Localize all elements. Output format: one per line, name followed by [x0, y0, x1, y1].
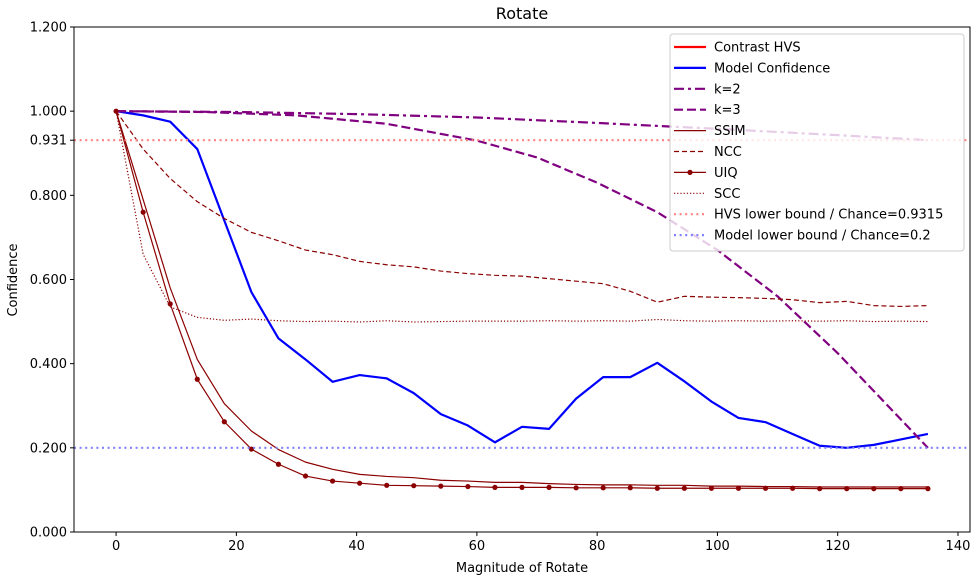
axes: 0 20 40 60 80 100 120 140 0.000 0.400 0.600 0.800 1.…: [30, 21, 971, 554]
data-point-uiq: [492, 484, 498, 490]
data-point-uiq: [140, 209, 146, 215]
data-point-uiq: [925, 486, 931, 492]
x-tick-label: 80: [589, 539, 606, 554]
data-point-uiq: [384, 482, 390, 488]
y-tick-label: 0.800: [30, 189, 67, 204]
y-tick-label: 0.200: [30, 441, 67, 456]
x-tick-label: 60: [469, 539, 486, 554]
legend-label-scc: SCC: [714, 187, 740, 202]
data-point-uiq: [194, 376, 200, 382]
legend: Contrast HVS Model Confidence k=2 k=3 SSIM NC…: [669, 33, 965, 252]
data-point-uiq: [735, 485, 742, 491]
data-point-uiq: [221, 419, 227, 425]
x-tick-label: 40: [348, 539, 365, 554]
data-point-uiq: [844, 486, 850, 492]
series-line-ncc: [115, 110, 928, 308]
data-point-uiq: [113, 108, 119, 114]
legend-label-ssim: SSIM: [714, 124, 746, 139]
data-point-uiq: [898, 486, 904, 492]
x-tick-label: 20: [228, 539, 245, 554]
series-line-scc: [115, 111, 928, 323]
data-point-uiq: [275, 461, 282, 467]
data-point-uiq: [465, 483, 471, 490]
x-tick-label: 120: [825, 539, 850, 554]
x-tick-label: 100: [705, 539, 730, 554]
data-point-uiq: [302, 473, 309, 479]
legend-box: [669, 33, 965, 252]
y-axis-label: Confidence: [6, 243, 21, 316]
data-point-uiq: [357, 480, 363, 486]
plot-area: [74, 108, 970, 492]
x-tick-label: 0: [112, 539, 120, 554]
legend-label-uiq: UIQ: [714, 166, 738, 181]
series-line-k-3: [116, 110, 929, 449]
data-point-uiq: [600, 485, 606, 491]
data-point-uiq: [708, 485, 715, 491]
legend-label-hvs-lower-bound-chance-0-9315: HVS lower bound / Chance=0.9315: [714, 208, 943, 223]
legend-label-k-2: k=2: [714, 82, 741, 97]
data-point-uiq: [871, 486, 877, 492]
data-point-uiq: [411, 483, 417, 489]
data-point-uiq: [573, 485, 579, 491]
data-point-uiq: [790, 485, 796, 491]
data-point-uiq: [762, 485, 769, 491]
data-point-uiq: [654, 485, 660, 491]
y-tick-label: 0.931: [30, 134, 67, 149]
chart-title: Rotate: [496, 4, 548, 23]
data-point-uiq: [627, 485, 633, 491]
data-point-uiq: [329, 478, 336, 484]
series-line-model-confidence: [115, 110, 929, 449]
y-tick-label: 1.200: [30, 21, 67, 36]
data-point-uiq: [438, 483, 444, 489]
x-tick-label: 140: [946, 539, 971, 554]
data-point-uiq: [167, 301, 173, 307]
legend-label-k-3: k=3: [714, 103, 741, 118]
data-point-uiq: [681, 485, 687, 491]
data-point-uiq: [546, 484, 552, 490]
y-tick-label: 0.600: [30, 273, 67, 288]
y-tick-label: 0.400: [30, 357, 67, 372]
legend-label-ncc: NCC: [714, 145, 742, 160]
data-point-uiq: [519, 484, 525, 490]
x-axis-label: Magnitude of Rotate: [456, 561, 588, 576]
legend-label-model-lower-bound-chance-0-2: Model lower bound / Chance=0.2: [714, 229, 931, 244]
legend-label-contrast-hvs: Contrast HVS: [714, 41, 801, 56]
data-point-uiq: [817, 486, 823, 492]
data-point-uiq: [248, 446, 254, 452]
legend-marker-uiq: [687, 169, 693, 175]
y-tick-label: 1.000: [30, 105, 67, 120]
legend-label-model-confidence: Model Confidence: [714, 61, 830, 76]
y-tick-label: 0.000: [30, 526, 67, 541]
